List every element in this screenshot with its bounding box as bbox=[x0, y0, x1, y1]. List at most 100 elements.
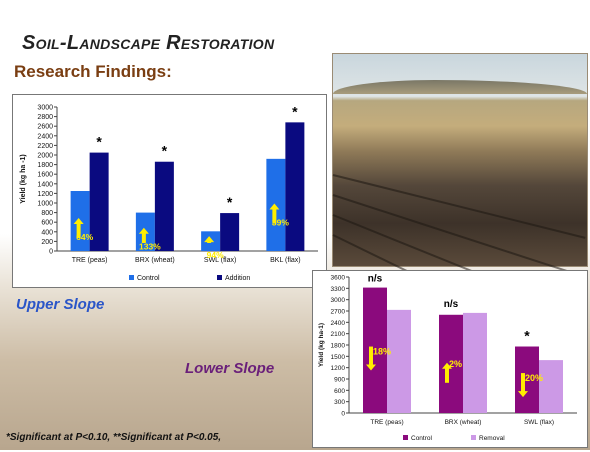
legend-label: Control bbox=[137, 275, 160, 282]
upper-slope-label: Upper Slope bbox=[16, 296, 105, 313]
upper-slope-chart-svg: 0 200 400 600 800 1000 1200 1400 1600 1800 2000 220… bbox=[20, 103, 318, 282]
x-tick-label: TRE (peas) bbox=[370, 419, 403, 426]
significance-label: n/s bbox=[368, 274, 383, 285]
legend-swatch bbox=[471, 435, 476, 440]
significance-label: n/s bbox=[444, 299, 459, 310]
y-tick-label: 3300 bbox=[331, 286, 346, 293]
x-tick-label: BRX (wheat) bbox=[445, 419, 482, 426]
change-arrow bbox=[269, 203, 280, 224]
bar-addition bbox=[154, 161, 174, 251]
y-tick-label: 1600 bbox=[37, 172, 53, 179]
change-label: 133% bbox=[139, 242, 161, 252]
y-tick-label: 300 bbox=[334, 399, 345, 406]
change-arrow-shaft bbox=[521, 373, 525, 394]
lower-slope-chart-svg: 0 300 600 900 1200 1500 1800 2100 2400 2700 3000 33… bbox=[318, 274, 577, 442]
y-tick-label: 0 bbox=[341, 411, 345, 418]
lower-slope-label: Lower Slope bbox=[185, 360, 275, 377]
y-tick-label: 900 bbox=[334, 377, 345, 384]
change-label: 39% bbox=[272, 218, 289, 228]
change-arrow bbox=[518, 373, 528, 398]
y-tick-label: 2100 bbox=[331, 331, 346, 338]
bar-addition bbox=[89, 152, 109, 251]
field-photo bbox=[332, 53, 588, 350]
change-label: 94% bbox=[207, 250, 224, 260]
y-tick-label: 2000 bbox=[37, 153, 53, 160]
y-tick-label: 3600 bbox=[331, 275, 346, 282]
upper-slope-chart: 0 200 400 600 800 1000 1200 1400 1600 1800 2000 220… bbox=[12, 94, 327, 288]
bar-control bbox=[363, 287, 387, 413]
y-tick-label: 2800 bbox=[37, 114, 53, 121]
change-label: 2% bbox=[449, 359, 462, 369]
x-tick-label: SWL (flax) bbox=[524, 419, 554, 426]
change-label: 64% bbox=[76, 232, 93, 242]
bar-control bbox=[439, 314, 463, 413]
change-arrow-shaft bbox=[76, 222, 81, 238]
y-tick-label: 0 bbox=[49, 249, 53, 256]
y-tick-label: 2400 bbox=[37, 133, 53, 140]
significance-footnote: *Significant at P<0.10, **Significant at… bbox=[6, 432, 222, 443]
legend-swatch bbox=[403, 435, 408, 440]
bar-removal bbox=[463, 312, 487, 413]
y-tick-label: 1000 bbox=[37, 201, 53, 208]
change-arrow-shaft bbox=[141, 231, 146, 243]
y-tick-label: 1200 bbox=[37, 191, 53, 198]
y-tick-label: 600 bbox=[41, 220, 53, 227]
x-tick-label: SWL (flax) bbox=[204, 257, 236, 264]
y-tick-label: 1200 bbox=[331, 365, 346, 372]
y-tick-label: 2400 bbox=[331, 320, 346, 327]
y-tick-label: 3000 bbox=[331, 297, 346, 304]
y-tick-label: 200 bbox=[41, 239, 53, 246]
photo-hills bbox=[333, 80, 587, 94]
change-label: 20% bbox=[525, 373, 543, 383]
y-tick-label: 2600 bbox=[37, 124, 53, 131]
legend-swatch bbox=[217, 275, 222, 280]
y-tick-label: 1500 bbox=[331, 354, 346, 361]
change-arrow-head bbox=[73, 218, 84, 224]
significance-label: * bbox=[292, 103, 298, 119]
significance-label: * bbox=[162, 143, 168, 159]
significance-label: * bbox=[524, 328, 530, 344]
change-arrow-shaft bbox=[272, 207, 277, 224]
legend-label: Addition bbox=[225, 275, 250, 282]
change-arrow-head bbox=[366, 364, 376, 371]
significance-label: * bbox=[227, 194, 233, 210]
significance-label: * bbox=[96, 134, 102, 150]
y-tick-label: 2200 bbox=[37, 143, 53, 150]
change-arrow-head bbox=[442, 362, 452, 369]
legend-label: Control bbox=[411, 435, 433, 442]
change-arrow bbox=[442, 362, 452, 383]
change-arrow-shaft bbox=[369, 346, 373, 367]
bar-addition bbox=[220, 213, 240, 251]
change-arrow bbox=[138, 227, 149, 243]
x-tick-label: BKL (flax) bbox=[270, 257, 300, 264]
y-tick-label: 600 bbox=[334, 388, 345, 395]
change-arrow-head bbox=[518, 391, 528, 398]
y-tick-label: 1800 bbox=[331, 343, 346, 350]
bar-control bbox=[266, 158, 286, 251]
change-arrow-shaft bbox=[445, 366, 449, 383]
change-arrow-head bbox=[269, 203, 280, 210]
bar-removal bbox=[387, 309, 411, 413]
change-label: 18% bbox=[373, 347, 391, 357]
slide-title: Soil-Landscape Restoration bbox=[22, 32, 275, 54]
change-arrow bbox=[73, 218, 84, 238]
change-arrow-head bbox=[204, 236, 215, 243]
y-tick-label: 3000 bbox=[37, 105, 53, 112]
x-tick-label: BRX (wheat) bbox=[135, 257, 175, 264]
bar-control bbox=[515, 346, 539, 413]
change-arrow bbox=[366, 346, 376, 371]
legend-label: Removal bbox=[479, 435, 505, 442]
y-tick-label: 800 bbox=[41, 210, 53, 217]
bar-addition bbox=[285, 122, 305, 251]
y-tick-label: 400 bbox=[41, 229, 53, 236]
change-arrow-head bbox=[138, 227, 149, 234]
legend-swatch bbox=[129, 275, 134, 280]
x-tick-label: TRE (peas) bbox=[72, 257, 108, 264]
y-axis-label: Yield (kg ha-1) bbox=[318, 323, 325, 367]
bar-removal bbox=[539, 360, 563, 413]
slide-subtitle: Research Findings: bbox=[14, 62, 172, 81]
change-arrow bbox=[204, 236, 215, 243]
y-tick-label: 2700 bbox=[331, 309, 346, 316]
y-tick-label: 1400 bbox=[37, 181, 53, 188]
y-tick-label: 1800 bbox=[37, 162, 53, 169]
